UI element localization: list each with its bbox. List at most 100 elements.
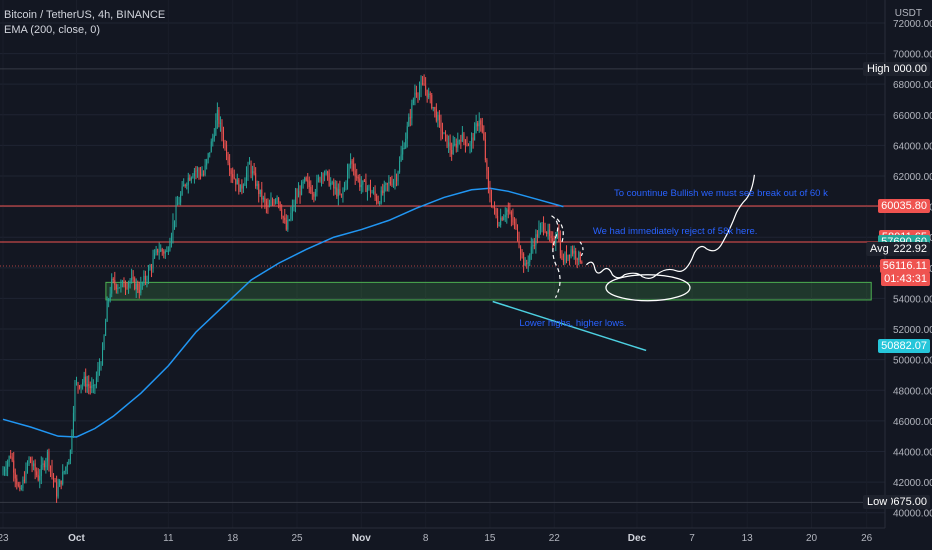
candle-body (325, 171, 327, 175)
candle-body (472, 137, 474, 141)
candle-body (428, 93, 430, 98)
candle-body (412, 99, 414, 104)
candle-body (536, 234, 538, 238)
candle-body (575, 251, 577, 259)
candle-body (132, 277, 134, 279)
candle-body (446, 134, 448, 147)
candle-body (570, 249, 572, 257)
candle-body (510, 212, 512, 218)
candle-body (406, 126, 408, 139)
candle-body (523, 253, 525, 266)
candle-body (552, 238, 554, 242)
candle-body (143, 275, 145, 283)
projected-path (585, 174, 756, 279)
candle-body (495, 208, 497, 216)
candle-body (45, 461, 47, 468)
candle-body (92, 385, 94, 387)
candle-body (233, 177, 235, 179)
candle-body (276, 197, 278, 200)
candle-body (245, 172, 247, 182)
candle-body (163, 251, 165, 254)
candle-body (391, 183, 393, 185)
candle-body (458, 140, 460, 142)
candle-body (69, 450, 71, 461)
candle-body (155, 249, 157, 254)
candle-body (475, 123, 477, 127)
candle-body (494, 206, 496, 209)
candle-body (213, 135, 215, 138)
candle-body (128, 282, 130, 288)
chart-legend: Bitcoin / TetherUS, 4h, BINANCE EMA (200… (4, 8, 165, 38)
candle-body (39, 476, 41, 481)
candle-body (324, 174, 326, 176)
candle-body (347, 170, 349, 183)
candle-body (154, 253, 156, 259)
candle-body (388, 181, 390, 184)
candle-body (464, 139, 466, 146)
candle-body (546, 232, 548, 235)
x-tick-label: 13 (742, 533, 754, 544)
low-label: Low (863, 495, 892, 510)
x-axis[interactable]: 23 Oct 11 18 25 Nov 8 15 22 Dec 7 13 20 26 (0, 527, 885, 544)
candle-body (435, 109, 437, 121)
candle-body (414, 92, 416, 100)
candle-body (353, 163, 355, 171)
candle-body (504, 215, 506, 218)
candle-body (28, 457, 30, 464)
candle-body (559, 238, 561, 256)
candle-body (529, 254, 531, 262)
candle-body (135, 283, 137, 290)
candle-body (572, 249, 574, 254)
candle-body (311, 192, 313, 194)
candle-body (160, 249, 162, 252)
y-tick-label: 70000.00 (893, 50, 932, 61)
x-tick-label: Oct (68, 533, 85, 544)
candle-body (385, 183, 387, 186)
candle-body (166, 250, 168, 252)
candle-body (480, 120, 482, 125)
candle-body (149, 267, 151, 270)
candle-body (362, 180, 364, 185)
candle-body (80, 384, 82, 388)
candle-body (526, 263, 528, 265)
candle-body (397, 172, 399, 182)
candle-body (547, 229, 549, 235)
candle-body (331, 182, 333, 184)
candle-body (296, 196, 298, 198)
candle-body (242, 185, 244, 189)
y-tick-label: 64000.00 (893, 141, 932, 152)
x-tick-label: 22 (549, 533, 561, 544)
candle-body (432, 107, 434, 109)
candle-body (183, 184, 185, 187)
candle-body (66, 464, 68, 467)
candle-body (460, 140, 462, 142)
candle-body (363, 180, 365, 182)
candle-body (36, 471, 38, 475)
candle-body (441, 131, 443, 134)
candle-body (147, 269, 149, 280)
candle-body (291, 206, 293, 213)
candle-body (374, 191, 376, 196)
candle-body (146, 279, 148, 281)
symbol-title[interactable]: Bitcoin / TetherUS, 4h, BINANCE (4, 9, 166, 21)
candle-body (40, 464, 42, 477)
candle-body (51, 467, 53, 475)
candle-body (140, 283, 142, 293)
candle-body (74, 383, 76, 413)
annotations-layer: To countinue Bullish we must see break o… (519, 188, 828, 329)
candle-body (23, 479, 25, 482)
candle-body (466, 145, 468, 147)
ema-indicator-label[interactable]: EMA (200, close, 0) (4, 24, 100, 36)
candle-body (94, 384, 96, 386)
candle-body (383, 185, 385, 194)
candle-body (95, 377, 97, 385)
candle-body (204, 165, 206, 175)
y-tick-label: 62000.00 (893, 172, 932, 183)
candle-body (4, 470, 6, 472)
candle-body (265, 201, 267, 206)
candle-body (497, 215, 499, 226)
candle-body (513, 222, 515, 224)
candle-body (307, 180, 309, 182)
